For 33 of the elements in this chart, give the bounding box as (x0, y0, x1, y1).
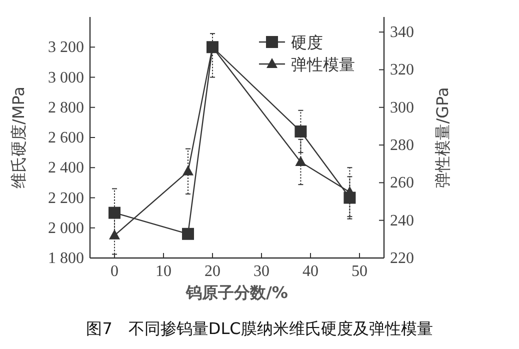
x-tick-label: 0 (110, 263, 118, 280)
point (295, 156, 306, 166)
legend-label: 弹性模量 (291, 55, 355, 74)
x-tick-label: 40 (302, 263, 318, 280)
point (108, 206, 120, 219)
y-tick-label: 2 600 (48, 130, 84, 146)
y2-tick-label: 260 (390, 174, 414, 192)
y-tick-label: 3 200 (48, 39, 84, 56)
text: 图7 不同掺钨量DLC膜纳米维氏硬度及弹性模量 (86, 319, 433, 338)
y-axis-title: 维氏硬度/MPa (9, 86, 28, 188)
x-axis-title: 钨原子分数/% (185, 283, 288, 302)
y2-axis-title: 弹性模量/GPa (433, 87, 452, 188)
y-tick-label: 2 400 (48, 160, 84, 177)
point (109, 229, 120, 240)
y2-tick-label: 320 (390, 62, 414, 79)
y-tick-label: 1 800 (48, 250, 84, 267)
y2-tick-label: 240 (390, 212, 414, 230)
y2-tick-label: 220 (390, 250, 414, 267)
y2-tick-label: 300 (390, 99, 414, 116)
y-tick-label: 2 200 (48, 190, 84, 207)
y-tick-label: 3 000 (48, 69, 84, 86)
x-tick-label: 30 (254, 263, 270, 280)
x-tick-label: 20 (204, 263, 220, 280)
x-tick-label: 50 (352, 263, 368, 280)
point (182, 165, 194, 176)
y-tick-label: 2 000 (48, 220, 84, 237)
x-tick-label: 10 (156, 263, 172, 280)
point (294, 125, 307, 138)
y-tick-label: 2 800 (48, 99, 84, 116)
y2-tick-label: 280 (390, 137, 414, 154)
legend-label: 硬度 (291, 33, 323, 52)
point (182, 228, 194, 240)
y2-tick-label: 340 (390, 24, 414, 42)
